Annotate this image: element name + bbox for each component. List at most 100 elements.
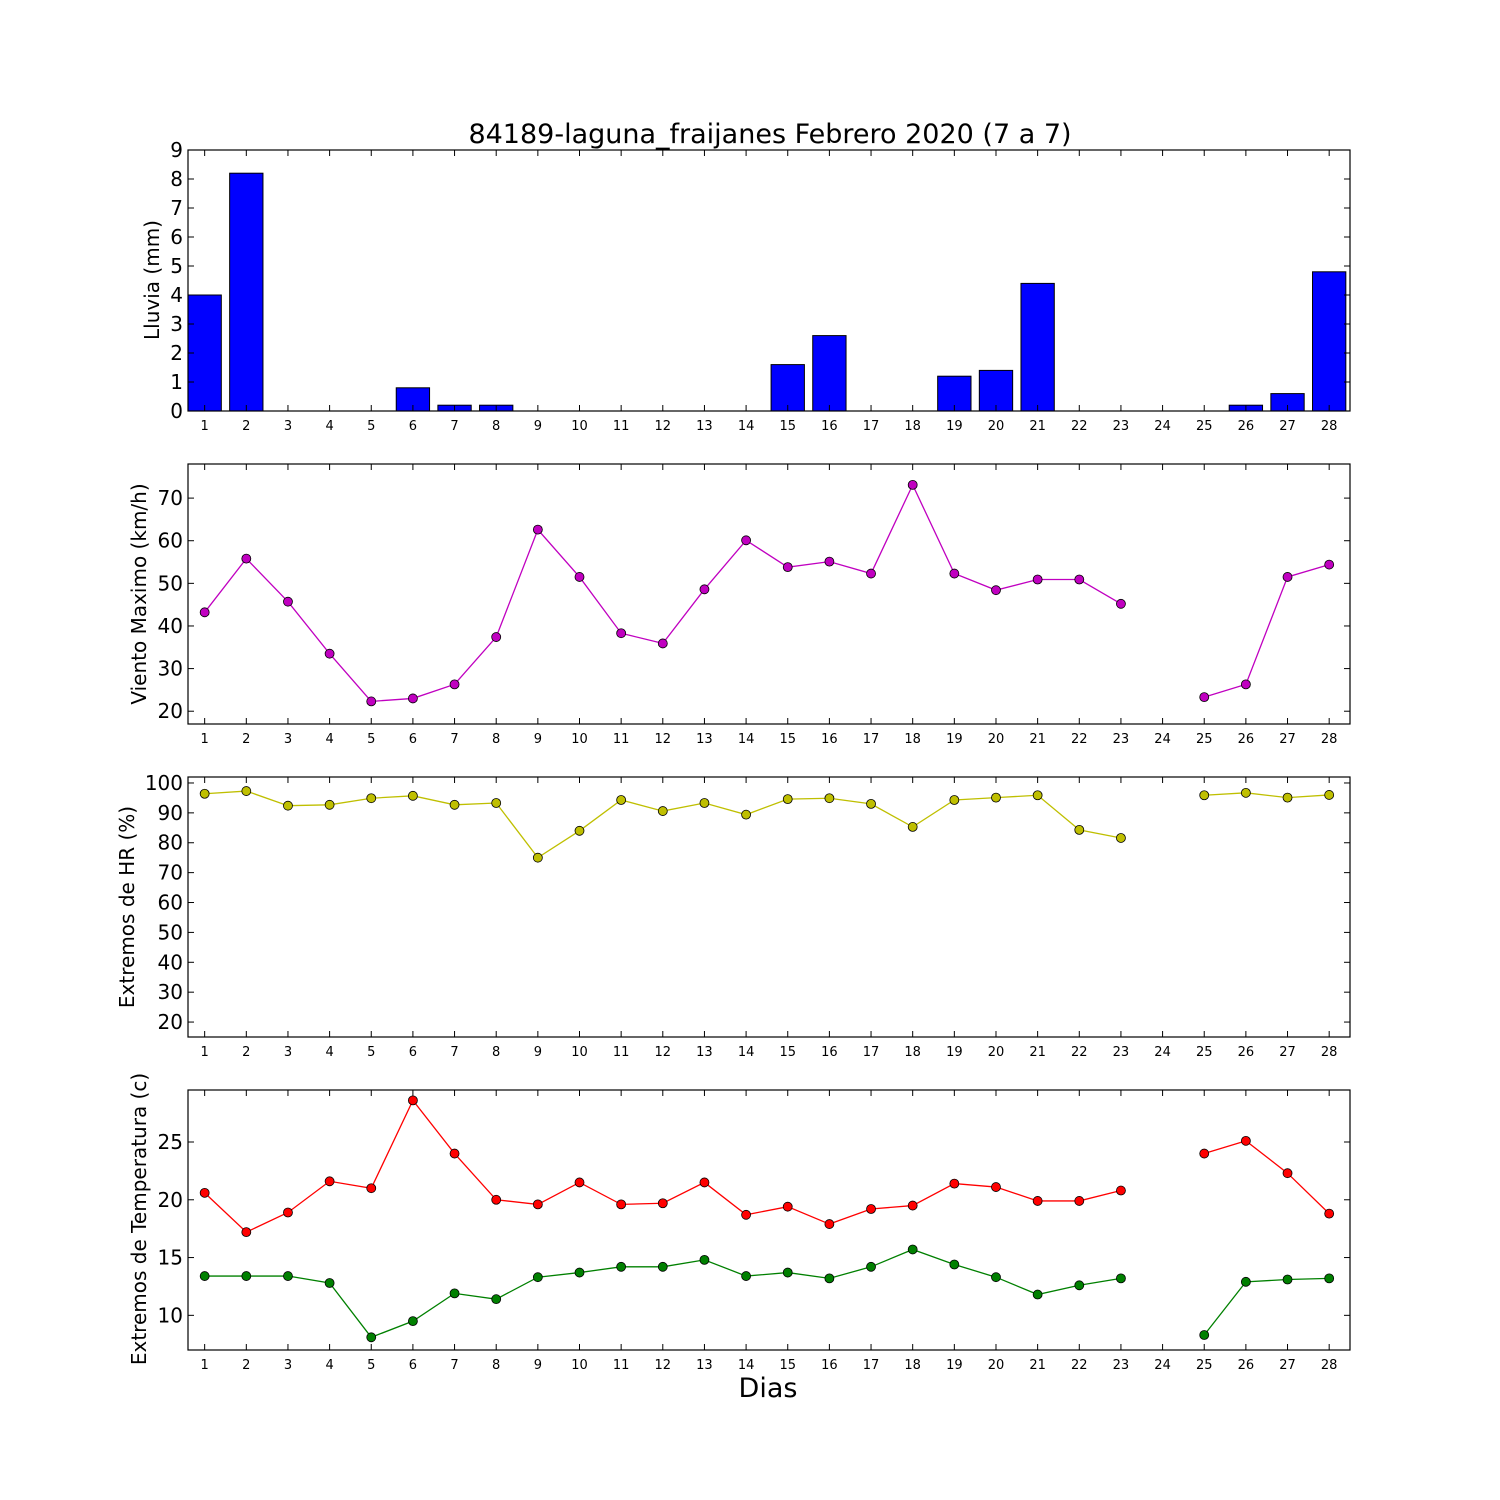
temperature-series-2-point [532, 1272, 543, 1283]
rain-x-tick-label: 6 [409, 419, 417, 434]
rain-bar [1020, 282, 1055, 412]
humidity-x-tick-label: 18 [904, 1045, 921, 1060]
wind-series-1-point [1074, 574, 1085, 585]
temperature-x-tick-label: 16 [821, 1358, 838, 1373]
temperature-series-1-point [574, 1177, 585, 1188]
temperature-y-tick-label: 25 [158, 1130, 183, 1154]
humidity-axis-label: Extremos de HR (%) [115, 806, 139, 1008]
rain-x-tick-label: 27 [1279, 419, 1296, 434]
humidity-x-tick-label: 20 [988, 1045, 1005, 1060]
rain-x-tick-label: 25 [1196, 419, 1213, 434]
temperature-x-tick-label: 26 [1238, 1358, 1255, 1373]
temperature-series-1-point [699, 1177, 710, 1188]
humidity-x-tick-label: 16 [821, 1045, 838, 1060]
temperature-x-tick-label: 19 [946, 1358, 963, 1373]
wind-x-tick-label: 18 [904, 732, 921, 747]
wind-y-tick-label: 30 [158, 657, 183, 681]
temperature-series-1-point [741, 1209, 751, 1220]
wind-axis-label: Viento Maximo (km/h) [127, 483, 151, 704]
wind-x-tick-label: 16 [821, 732, 838, 747]
humidity-x-tick-label: 14 [738, 1045, 755, 1060]
rain-x-tick-label: 13 [696, 419, 713, 434]
temperature-x-tick-label: 11 [613, 1358, 630, 1373]
temperature-series-1-point [449, 1148, 460, 1159]
rain-x-tick-label: 22 [1071, 419, 1088, 434]
temperature-series-2-point [283, 1271, 293, 1281]
humidity-series-1-point [1032, 790, 1043, 801]
chart-title: 84189-laguna_fraijanes Febrero 2020 (7 a… [468, 119, 1071, 150]
humidity-y-tick-label: 60 [158, 891, 183, 915]
wind-series-1-point [1032, 574, 1043, 585]
temperature-x-tick-label: 25 [1196, 1358, 1213, 1373]
humidity-series-1-point [283, 800, 293, 811]
wind-x-tick-label: 23 [1113, 732, 1130, 747]
humidity-series-1-point [491, 798, 502, 808]
wind-series-1-point [324, 648, 335, 659]
humidity-series-1-point [1324, 790, 1335, 800]
temperature-y-tick-label: 20 [158, 1188, 183, 1212]
temperature-series-1-point [907, 1200, 918, 1211]
temperature-series-2-point [782, 1267, 793, 1278]
rain-x-tick-label: 8 [492, 419, 500, 434]
wind-x-tick-label: 28 [1321, 732, 1338, 747]
humidity-x-tick-label: 6 [409, 1045, 417, 1060]
rain-bar [1312, 271, 1347, 412]
wind-x-tick-label: 15 [779, 732, 796, 747]
temperature-x-tick-label: 22 [1071, 1358, 1088, 1373]
temperature-series-2-point [741, 1271, 751, 1281]
temperature-x-tick-label: 12 [655, 1358, 672, 1373]
temperature-series-1-point [1282, 1168, 1293, 1179]
temperature-series-1-point [949, 1178, 960, 1189]
rain-y-tick-label: 0 [170, 399, 183, 423]
humidity-y-tick-label: 20 [158, 1010, 183, 1034]
temperature-x-tick-label: 2 [242, 1358, 250, 1373]
wind-x-tick-label: 1 [201, 732, 209, 747]
wind-y-tick-label: 70 [158, 486, 183, 510]
temperature-series-2-point [1240, 1276, 1251, 1287]
humidity-x-tick-label: 15 [779, 1045, 796, 1060]
rain-x-tick-label: 7 [450, 419, 458, 434]
temperature-series-1-point [283, 1207, 293, 1218]
humidity-y-tick-label: 90 [158, 801, 183, 825]
temperature-x-tick-label: 18 [904, 1358, 921, 1373]
temperature-series-2-point [1199, 1330, 1210, 1340]
wind-series-1-point [782, 562, 793, 573]
humidity-series-1-point [949, 795, 960, 805]
temperature-x-tick-label: 28 [1321, 1358, 1338, 1373]
rain-x-tick-label: 12 [655, 419, 672, 434]
temperature-series-2-point [408, 1316, 418, 1327]
temperature-x-tick-label: 10 [571, 1358, 588, 1373]
humidity-series-1-point [1074, 824, 1085, 835]
temperature-series-2-point [699, 1254, 710, 1265]
rain-bar [770, 364, 805, 412]
humidity-series-1-point [866, 798, 876, 809]
rain-x-tick-label: 18 [904, 419, 921, 434]
rain-x-tick-label: 19 [946, 419, 963, 434]
humidity-x-tick-label: 10 [571, 1045, 588, 1060]
temperature-x-tick-label: 6 [409, 1358, 417, 1373]
wind-y-tick-label: 60 [158, 529, 183, 553]
wind-series-1-point [491, 632, 502, 642]
humidity-series-1-point [782, 794, 793, 805]
temperature-axes-frame [187, 1089, 1351, 1351]
rain-bar [812, 335, 847, 412]
humidity-y-tick-label: 80 [158, 831, 183, 855]
wind-series-1-point [199, 607, 210, 618]
wind-series-1-point [408, 693, 418, 704]
x-axis-label: Dias [739, 1373, 798, 1404]
rain-x-tick-label: 11 [613, 419, 630, 434]
temperature-x-tick-label: 27 [1279, 1358, 1296, 1373]
temperature-series-2-point [616, 1261, 627, 1272]
humidity-x-tick-label: 12 [655, 1045, 672, 1060]
wind-series-1-point [1282, 572, 1293, 582]
temperature-series-2-point [949, 1259, 960, 1270]
temperature-series-1-point [199, 1187, 210, 1198]
temperature-axis-label: Extremos de Temperatura (c) [127, 1073, 151, 1365]
temperature-series-1-point [532, 1199, 543, 1210]
humidity-series-1-line [1204, 792, 1330, 799]
rain-x-tick-label: 26 [1238, 419, 1255, 434]
temperature-x-tick-label: 7 [450, 1358, 458, 1373]
